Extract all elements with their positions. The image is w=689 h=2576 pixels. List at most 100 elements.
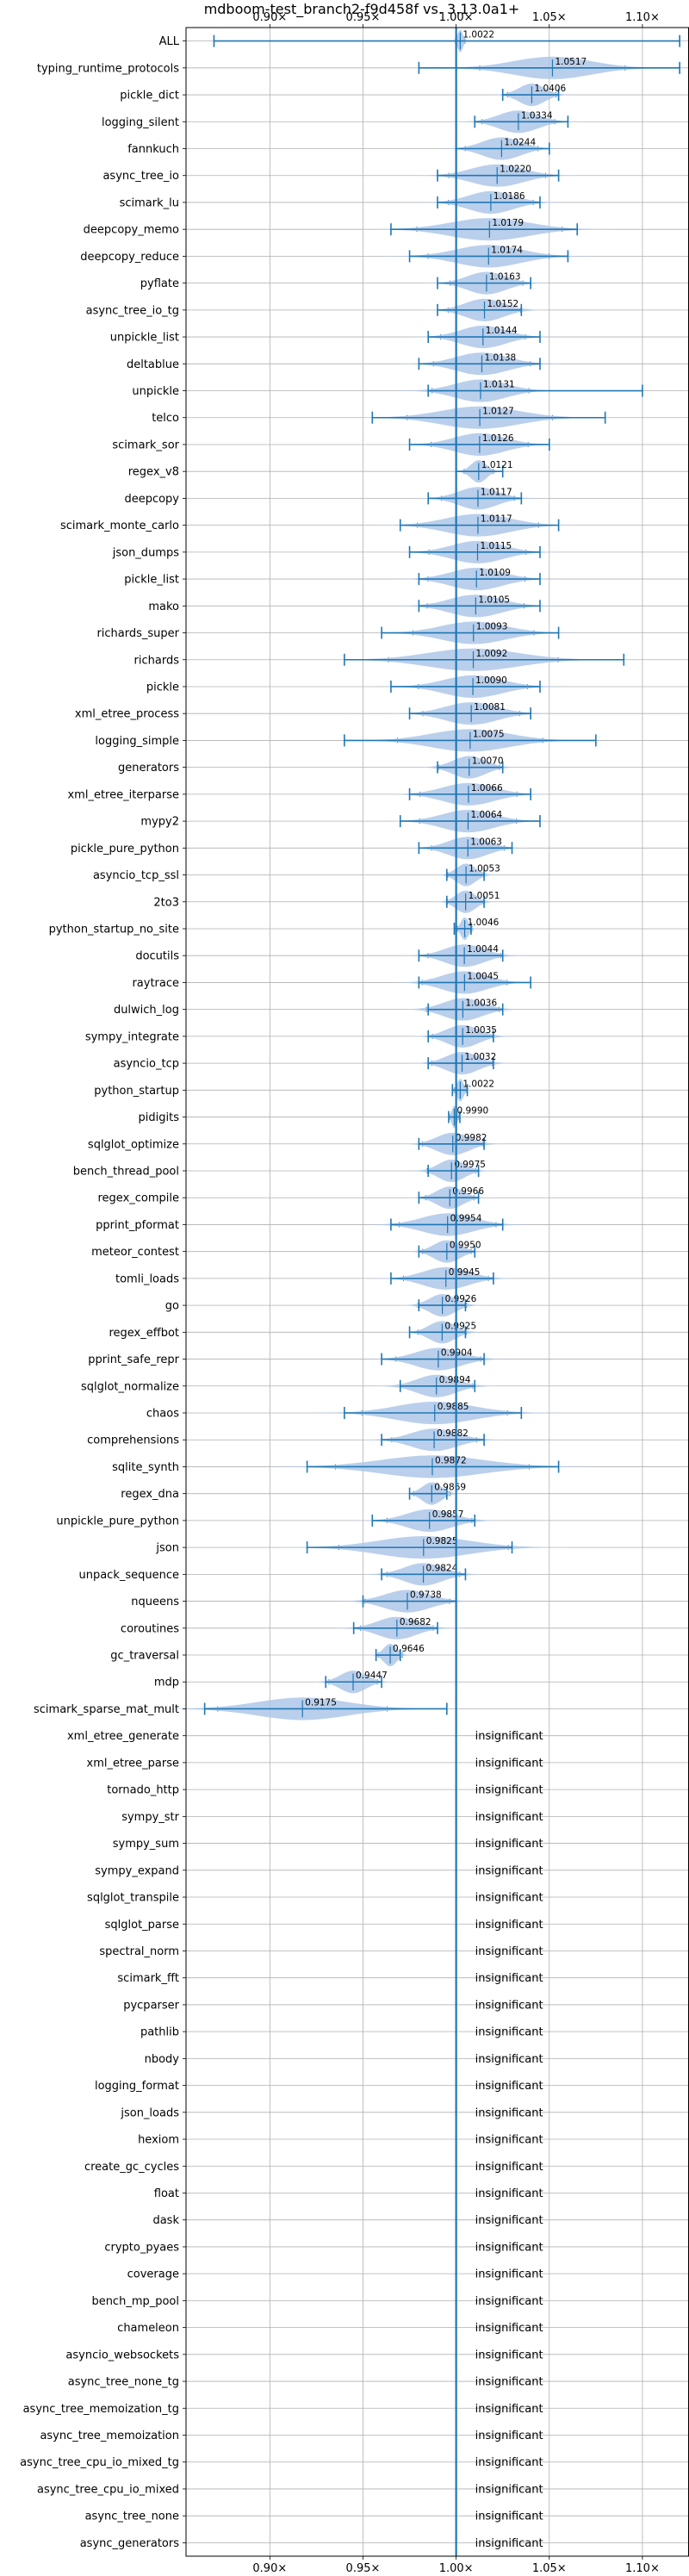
ytick-label: float	[154, 2187, 179, 2200]
ytick-label: async_tree_none_tg	[68, 2376, 179, 2389]
ytick-label: scimark_monte_carlo	[60, 520, 179, 532]
data-value-label: 1.0517	[555, 57, 587, 67]
ytick-label: raytrace	[132, 977, 179, 990]
ytick-label: sympy_sum	[113, 1838, 179, 1851]
ytick-label: asyncio_tcp	[114, 1058, 179, 1071]
insignificant-label: insignificant	[475, 2537, 543, 2550]
ytick-label: spectral_norm	[99, 1945, 179, 1958]
ytick-label: async_tree_none	[85, 2511, 179, 2523]
ytick-label: sqlglot_optimize	[88, 1138, 179, 1151]
data-value-label: 1.0035	[465, 1025, 497, 1036]
data-value-label: 0.9682	[400, 1617, 431, 1627]
xtick-label-bottom: 0.95×	[346, 2562, 381, 2575]
insignificant-label: insignificant	[475, 1892, 543, 1905]
xtick-label-bottom: 1.00×	[439, 2562, 474, 2575]
data-value-label: 1.0109	[479, 568, 511, 578]
insignificant-label: insignificant	[475, 1999, 543, 2012]
data-value-label: 1.0163	[489, 272, 521, 283]
ytick-label: pycparser	[123, 1999, 179, 2012]
insignificant-label: insignificant	[475, 1784, 543, 1797]
data-value-label: 1.0126	[482, 433, 514, 444]
ytick-label: fannkuch	[127, 143, 179, 156]
insignificant-label: insignificant	[475, 1838, 543, 1851]
insignificant-label: insignificant	[475, 1972, 543, 1985]
data-value-label: 1.0186	[493, 191, 525, 202]
ytick-label: sqlglot_transpile	[87, 1892, 179, 1905]
data-value-label: 0.9982	[456, 1133, 487, 1143]
ytick-label: async_tree_cpu_io_mixed_tg	[20, 2456, 179, 2469]
ytick-label: xml_etree_parse	[87, 1757, 179, 1770]
ytick-label: sqlglot_parse	[105, 1919, 179, 1932]
ytick-label: json_loads	[120, 2106, 179, 2119]
insignificant-label: insignificant	[475, 2106, 543, 2119]
insignificant-label: insignificant	[475, 1945, 543, 1958]
ytick-label: comprehensions	[87, 1434, 179, 1447]
ytick-label: bench_mp_pool	[91, 2295, 179, 2308]
data-value-label: 0.9926	[445, 1294, 477, 1304]
ytick-label: regex_v8	[128, 466, 179, 479]
ytick-label: pickle_list	[124, 574, 179, 587]
data-value-label: 1.0131	[483, 380, 515, 390]
ytick-label: go	[165, 1300, 179, 1313]
xtick-label-bottom: 0.90×	[252, 2562, 287, 2575]
violin-layer: 1.0022 1.0517 1.0406 1.0334 1.0244 1.0220 1.01…	[158, 29, 680, 2550]
ytick-label: sqlglot_normalize	[81, 1380, 179, 1393]
ytick-label: async_tree_memoization_tg	[23, 2403, 179, 2416]
data-value-label: 0.9869	[434, 1483, 466, 1493]
ytick-label: nqueens	[131, 1596, 179, 1608]
ytick-label: regex_dna	[121, 1488, 179, 1501]
insignificant-label: insignificant	[475, 2456, 543, 2469]
insignificant-label: insignificant	[475, 1919, 543, 1932]
data-value-label: 1.0070	[472, 756, 504, 767]
ytick-label: deepcopy	[124, 493, 179, 506]
ytick-label: unpickle_list	[110, 332, 179, 345]
insignificant-label: insignificant	[475, 2134, 543, 2147]
data-value-label: 1.0144	[486, 326, 518, 336]
ytick-label: bench_thread_pool	[73, 1165, 179, 1178]
insignificant-label: insignificant	[475, 2376, 543, 2389]
ytick-label: docutils	[135, 950, 179, 963]
data-value-label: 1.0117	[481, 514, 512, 525]
ytick-label: pathlib	[140, 2026, 179, 2039]
data-value-label: 1.0115	[481, 541, 512, 551]
data-value-label: 0.9882	[437, 1428, 469, 1439]
ytick-label: logging_format	[95, 2080, 179, 2093]
ytick-label: 2to3	[153, 896, 179, 909]
ytick-label: logging_silent	[102, 116, 179, 129]
ytick-label: deepcopy_memo	[84, 224, 179, 237]
xtick-label-top: 1.00×	[439, 11, 474, 24]
ytick-label: dulwich_log	[114, 1004, 179, 1017]
ytick-label: scimark_fft	[117, 1972, 179, 1985]
insignificant-label: insignificant	[475, 2268, 543, 2281]
ytick-label: chaos	[146, 1408, 179, 1421]
ytick-label: json	[155, 1542, 179, 1555]
data-value-label: 0.9945	[449, 1267, 481, 1278]
ytick-label: python_startup	[94, 1085, 179, 1098]
ytick-label: python_startup_no_site	[49, 923, 179, 936]
xtick-label-bottom: 1.05×	[532, 2562, 567, 2575]
data-value-label: 0.9990	[456, 1106, 488, 1117]
data-value-label: 1.0152	[487, 299, 519, 309]
ytick-label: unpickle_pure_python	[56, 1515, 179, 1528]
data-value-label: 0.9872	[435, 1455, 467, 1465]
xtick-label-top: 0.90×	[252, 11, 287, 24]
data-value-label: 1.0220	[500, 165, 531, 175]
ytick-label: json_dumps	[112, 546, 179, 559]
data-value-label: 1.0022	[462, 30, 494, 40]
ytick-label: async_tree_io	[102, 170, 179, 183]
data-value-label: 1.0022	[462, 1079, 494, 1089]
ytick-label: richards_super	[96, 627, 179, 640]
data-value-label: 0.9646	[393, 1644, 425, 1654]
ytick-label: logging_simple	[95, 735, 179, 748]
insignificant-label: insignificant	[475, 1757, 543, 1770]
data-value-label: 1.0174	[491, 245, 523, 255]
insignificant-label: insignificant	[475, 2511, 543, 2523]
ytick-label: sympy_str	[121, 1811, 179, 1824]
insignificant-label: insignificant	[475, 2483, 543, 2496]
ytick-label: unpickle	[132, 385, 179, 398]
ytick-label: async_tree_cpu_io_mixed	[37, 2483, 179, 2496]
ytick-label: dask	[152, 2214, 179, 2227]
insignificant-label: insignificant	[475, 2161, 543, 2174]
data-value-label: 1.0032	[465, 1052, 497, 1062]
